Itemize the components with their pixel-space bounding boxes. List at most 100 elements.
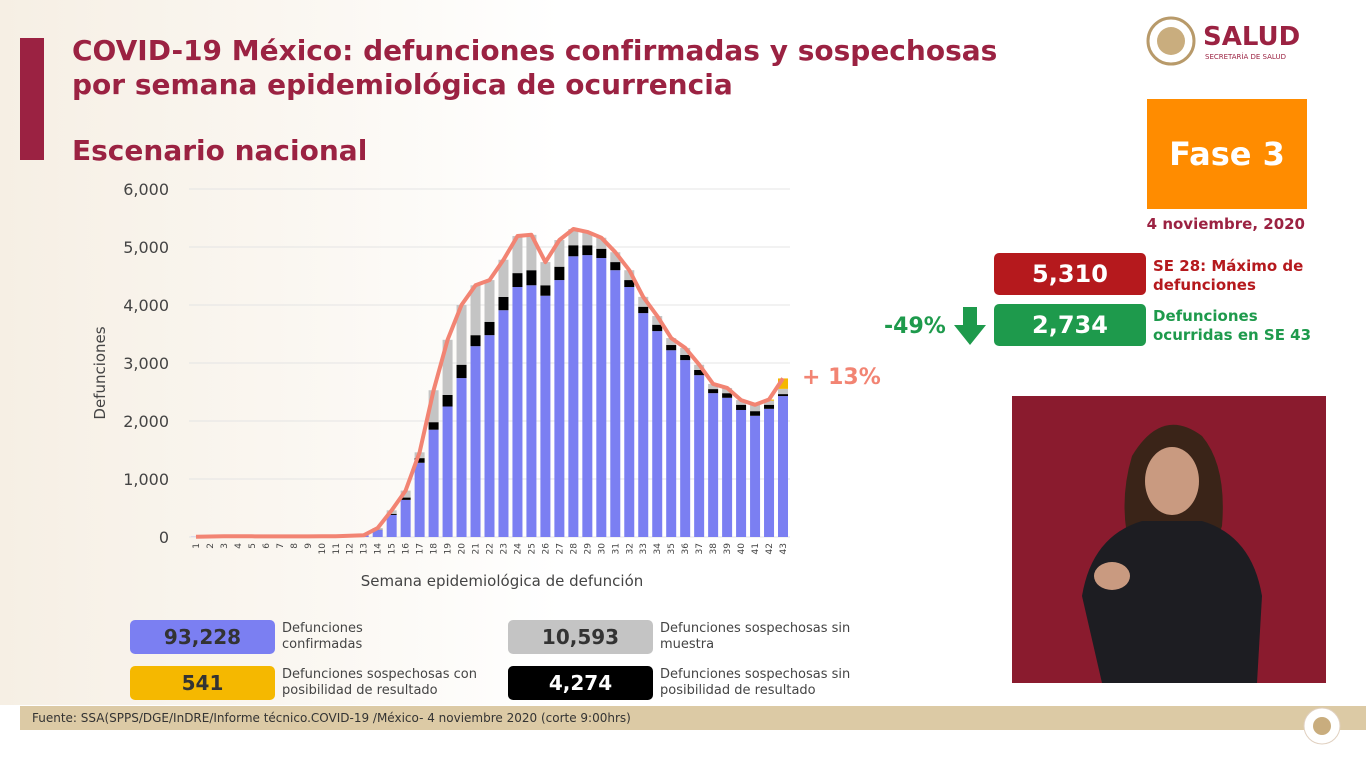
bar-segment — [778, 396, 789, 537]
bar-segment — [484, 280, 495, 322]
bar-segment — [596, 248, 607, 259]
bar-segment — [442, 394, 453, 407]
x-tick-label: 16 — [402, 543, 412, 555]
bar-segment — [666, 350, 677, 537]
bar-segment — [554, 266, 565, 281]
x-tick-label: 37 — [695, 543, 705, 554]
bar-segment — [708, 383, 719, 390]
bar-segment — [540, 295, 551, 537]
x-tick-label: 36 — [681, 543, 691, 555]
bar-segment — [372, 530, 383, 537]
x-tick-label: 27 — [555, 543, 565, 554]
bar-segment — [596, 237, 607, 249]
background — [0, 0, 560, 705]
bar-segment — [414, 458, 425, 463]
bar-segment — [554, 280, 565, 537]
bar-segment — [568, 245, 579, 257]
x-tick-label: 19 — [444, 543, 454, 555]
bar-segment — [386, 514, 397, 537]
x-tick-label: 34 — [653, 543, 663, 555]
bar-segment — [540, 285, 551, 296]
x-tick-label: 18 — [430, 543, 440, 555]
bar-segment — [750, 404, 761, 412]
x-tick-label: 15 — [388, 543, 398, 554]
y-tick-label: 5,000 — [123, 238, 169, 257]
bar-segment — [624, 287, 635, 537]
bar-segment — [498, 310, 509, 537]
legend-label: Defunciones sospechosas sin posibilidad … — [660, 667, 851, 698]
bar-segment — [652, 324, 663, 332]
bar-segment — [512, 273, 523, 288]
y-tick-label: 3,000 — [123, 354, 169, 373]
bar-segment — [680, 347, 691, 355]
legend-label: Defunciones sospechosas sin muestra — [660, 621, 851, 652]
bar-segment — [764, 408, 775, 537]
bar-segment — [778, 378, 789, 389]
x-tick-label: 8 — [290, 543, 300, 549]
bar-segment — [624, 270, 635, 281]
bar-segment — [582, 245, 593, 256]
x-tick-label: 14 — [374, 543, 384, 555]
annotation: + 13% — [802, 365, 881, 390]
x-tick-label: 25 — [527, 543, 537, 554]
body — [1082, 521, 1262, 683]
bar-segment — [512, 235, 523, 274]
emblem — [1146, 16, 1196, 66]
x-tick-label: 3 — [220, 543, 230, 549]
legend-label: Defunciones sospechosas con posibilidad … — [282, 667, 477, 698]
bar-segment — [512, 287, 523, 537]
bar-segment — [526, 285, 537, 537]
bar-segment — [484, 321, 495, 336]
bar-segment — [666, 338, 677, 346]
x-tick-label: 43 — [779, 543, 789, 554]
down-arrow — [954, 307, 986, 345]
bar-segment — [526, 270, 537, 286]
bar-segment — [456, 378, 467, 537]
x-tick-label: 22 — [486, 543, 496, 554]
bar-segment — [694, 369, 705, 376]
max-deaths-box: 5,310 — [994, 253, 1146, 295]
bar-segment — [582, 255, 593, 537]
x-tick-label: 4 — [234, 543, 244, 549]
bar-segment — [498, 259, 509, 297]
x-tick-label: 1 — [192, 543, 202, 549]
title-line: por semana epidemiológica de ocurrencia — [72, 68, 733, 101]
title: COVID-19 México: defunciones confirmadas… — [72, 34, 997, 102]
bar-segment — [568, 256, 579, 537]
subtitle: Escenario nacional — [72, 134, 368, 167]
bar-segment — [470, 285, 481, 336]
bar-segment — [428, 390, 439, 423]
bar-segment — [680, 360, 691, 537]
bar-segment — [736, 409, 747, 537]
seal-core — [1313, 717, 1331, 735]
week-deaths-box: 2,734 — [994, 304, 1146, 346]
bar-segment — [764, 404, 775, 409]
emblem-core — [1157, 27, 1185, 55]
face — [1145, 447, 1199, 515]
x-tick-label: 39 — [723, 543, 733, 555]
bar-segment — [582, 231, 593, 246]
legend-total: 10,593 — [508, 620, 653, 654]
x-tick-label: 35 — [667, 543, 677, 554]
arrow-shape — [954, 307, 986, 345]
x-tick-label: 41 — [751, 543, 761, 554]
bar-segment — [386, 513, 397, 515]
bar-segment — [736, 400, 747, 405]
bar-segment — [680, 354, 691, 361]
bar-segment — [456, 305, 467, 365]
bar-segment — [428, 422, 439, 430]
bar-segment — [554, 240, 565, 267]
bar-segment — [694, 375, 705, 537]
bar-segment — [470, 335, 481, 347]
max-deaths-label: SE 28: Máximo de defunciones — [1153, 257, 1304, 294]
bar-segment — [736, 404, 747, 410]
bar-segment — [428, 429, 439, 537]
bar-segment — [778, 394, 789, 397]
bar-segment — [778, 388, 789, 395]
bar-segment — [414, 462, 425, 537]
bar-segment — [764, 400, 775, 405]
bar-segment — [484, 335, 495, 537]
x-tick-label: 40 — [737, 543, 747, 555]
x-tick-label: 20 — [458, 543, 468, 555]
